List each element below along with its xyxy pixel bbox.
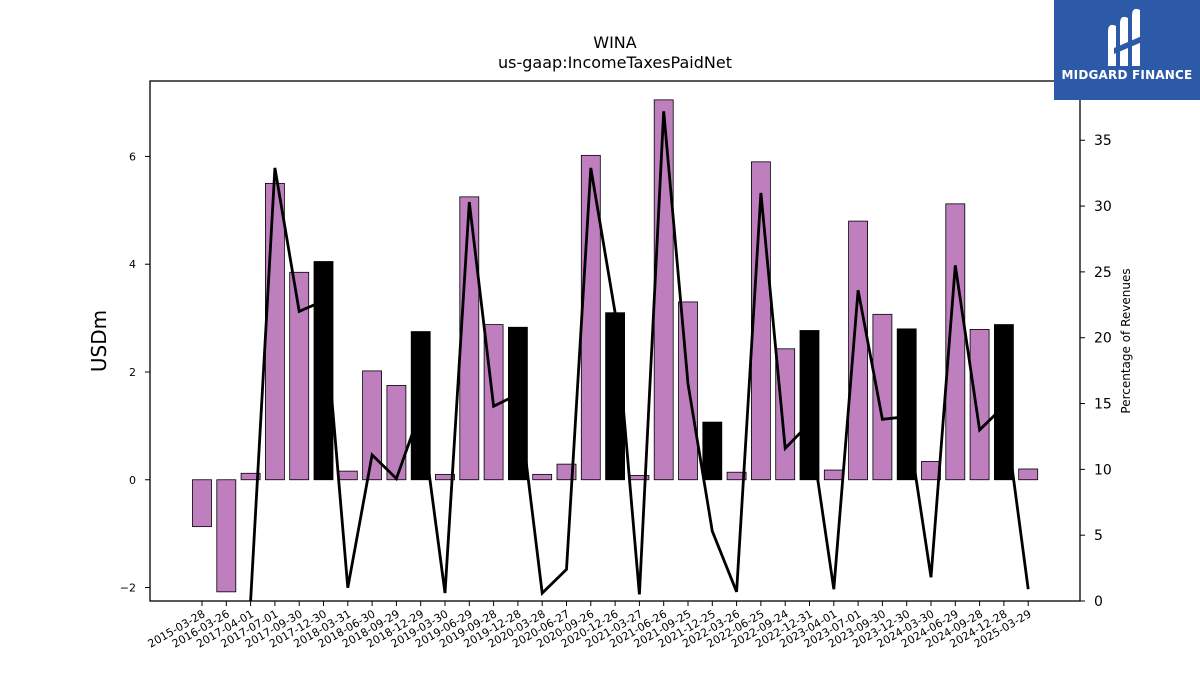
brand-name: MIDGARD FINANCE bbox=[1061, 68, 1193, 82]
y-right-tick-label: 30 bbox=[1094, 199, 1112, 215]
bar-2017-12-30 bbox=[313, 261, 334, 481]
y-tick-label: 2 bbox=[129, 366, 136, 379]
bar-2021-06-26 bbox=[653, 99, 674, 481]
y-axis-label-right: Percentage of Revenues bbox=[1119, 268, 1133, 413]
bar-2017-09-30 bbox=[289, 271, 310, 481]
y-tick-label: 6 bbox=[129, 150, 136, 163]
x-axis: 2015-03-282016-03-262017-04-012017-07-01… bbox=[146, 601, 1034, 651]
bar-2022-12-31 bbox=[799, 330, 820, 481]
brand-logo: MIDGARD FINANCE bbox=[1054, 0, 1200, 100]
bar-2017-04-01 bbox=[240, 472, 261, 481]
bar-2018-09-29 bbox=[386, 385, 407, 481]
bar-2021-12-25 bbox=[702, 421, 723, 481]
bar-2019-06-29 bbox=[459, 196, 480, 481]
bar-2017-07-01 bbox=[264, 182, 285, 481]
y-tick-label: −2 bbox=[120, 582, 136, 595]
bar-2022-09-24 bbox=[775, 348, 796, 481]
bars-group bbox=[192, 99, 1039, 593]
chart-subtitle: us-gaap:IncomeTaxesPaidNet bbox=[498, 53, 732, 72]
y-tick-label: 4 bbox=[129, 258, 136, 271]
midgard-logo-icon bbox=[1108, 8, 1142, 66]
y-axis-right: 0 5 10 15 20 25 30 35 bbox=[1080, 133, 1112, 610]
y-right-tick-label: 10 bbox=[1094, 462, 1112, 478]
bar-2016-03-26 bbox=[216, 479, 237, 593]
y-right-tick-label: 20 bbox=[1094, 331, 1112, 347]
y-right-tick-label: 35 bbox=[1094, 133, 1112, 149]
bar-2018-03-31 bbox=[337, 470, 358, 481]
y-right-tick-label: 25 bbox=[1094, 265, 1112, 281]
bar-2023-09-30 bbox=[872, 313, 893, 481]
y-right-tick-label: 5 bbox=[1094, 528, 1103, 544]
pct-revenue-line bbox=[249, 111, 1030, 602]
bar-2020-03-28 bbox=[532, 473, 553, 481]
y-tick-label: 0 bbox=[129, 474, 136, 487]
y-axis-left: −2 0 2 4 6 bbox=[120, 150, 150, 595]
bar-2019-03-30 bbox=[435, 473, 455, 481]
bar-2025-03-29 bbox=[1018, 468, 1039, 481]
line-group bbox=[249, 111, 1030, 602]
bar-2023-04-01 bbox=[823, 469, 844, 481]
bar-2022-03-26 bbox=[726, 471, 747, 481]
y-axis-label: USDm bbox=[87, 310, 111, 372]
bar-2024-06-29 bbox=[945, 203, 966, 481]
bar-2015-03-28 bbox=[192, 479, 212, 528]
bar-2024-09-28 bbox=[969, 329, 990, 481]
y-right-tick-label: 0 bbox=[1094, 594, 1103, 610]
bar-2018-06-30 bbox=[362, 370, 383, 481]
bar-2023-07-01 bbox=[848, 220, 868, 481]
y-right-tick-label: 15 bbox=[1094, 397, 1112, 413]
chart-title: WINA bbox=[593, 33, 637, 52]
